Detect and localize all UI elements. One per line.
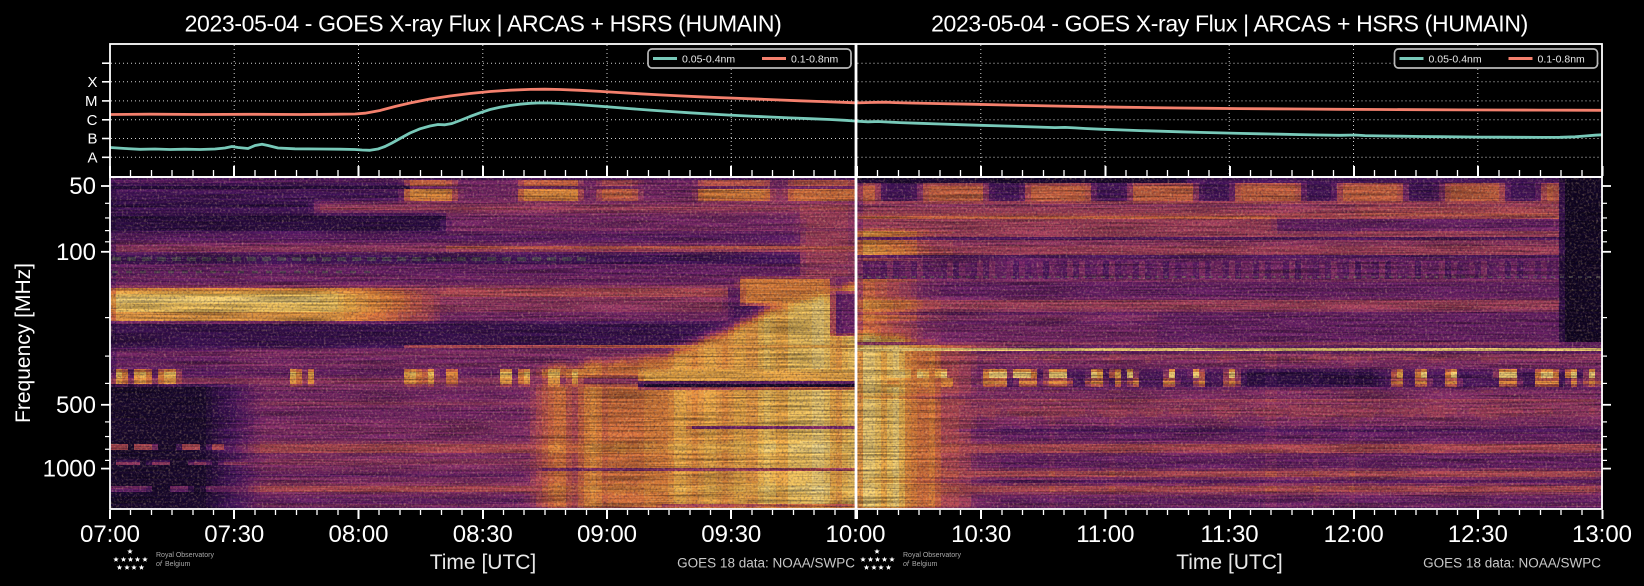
svg-text:Royal Observatory: Royal Observatory bbox=[156, 552, 214, 559]
svg-text:of: of bbox=[903, 561, 910, 568]
svg-text:13:00: 13:00 bbox=[1572, 521, 1632, 548]
svg-text:100: 100 bbox=[56, 239, 96, 266]
svg-text:A: A bbox=[87, 149, 97, 166]
svg-text:08:30: 08:30 bbox=[453, 521, 513, 548]
svg-text:11:30: 11:30 bbox=[1200, 521, 1258, 548]
svg-text:0.05-0.4nm: 0.05-0.4nm bbox=[1429, 54, 1482, 66]
svg-text:B: B bbox=[87, 131, 97, 148]
svg-text:2023-05-04 - GOES X-ray Flux |: 2023-05-04 - GOES X-ray Flux | ARCAS + H… bbox=[931, 11, 1528, 37]
svg-text:of: of bbox=[156, 561, 163, 568]
svg-text:X: X bbox=[87, 74, 97, 91]
svg-text:1000: 1000 bbox=[43, 456, 96, 483]
svg-text:C: C bbox=[87, 112, 98, 129]
svg-text:10:30: 10:30 bbox=[951, 521, 1011, 548]
svg-text:50: 50 bbox=[69, 173, 96, 200]
svg-text:0.05-0.4nm: 0.05-0.4nm bbox=[682, 54, 735, 66]
svg-text:Belgium: Belgium bbox=[912, 561, 937, 568]
svg-text:12:30: 12:30 bbox=[1448, 521, 1508, 548]
svg-text:Time [UTC]: Time [UTC] bbox=[430, 551, 537, 574]
svg-text:07:30: 07:30 bbox=[204, 521, 264, 548]
svg-text:12:00: 12:00 bbox=[1324, 521, 1384, 548]
svg-text:Frequency [MHz]: Frequency [MHz] bbox=[12, 263, 35, 423]
svg-text:M: M bbox=[85, 93, 98, 110]
svg-text:0.1-0.8nm: 0.1-0.8nm bbox=[791, 54, 839, 66]
svg-text:0.1-0.8nm: 0.1-0.8nm bbox=[1538, 54, 1586, 66]
svg-text:Belgium: Belgium bbox=[165, 561, 190, 568]
svg-text:08:00: 08:00 bbox=[328, 521, 388, 548]
svg-text:2023-05-04 - GOES X-ray Flux |: 2023-05-04 - GOES X-ray Flux | ARCAS + H… bbox=[185, 11, 782, 37]
svg-text:GOES 18 data: NOAA/SWPC: GOES 18 data: NOAA/SWPC bbox=[677, 556, 855, 571]
svg-text:500: 500 bbox=[56, 392, 96, 419]
svg-text:Royal Observatory: Royal Observatory bbox=[903, 552, 961, 559]
svg-text:Time [UTC]: Time [UTC] bbox=[1176, 551, 1283, 574]
svg-text:07:00: 07:00 bbox=[80, 521, 140, 548]
svg-text:10:00: 10:00 bbox=[825, 521, 885, 548]
svg-text:GOES 18 data: NOAA/SWPC: GOES 18 data: NOAA/SWPC bbox=[1423, 556, 1601, 571]
svg-text:09:00: 09:00 bbox=[577, 521, 637, 548]
svg-text:09:30: 09:30 bbox=[701, 521, 761, 548]
svg-text:11:00: 11:00 bbox=[1076, 521, 1134, 548]
